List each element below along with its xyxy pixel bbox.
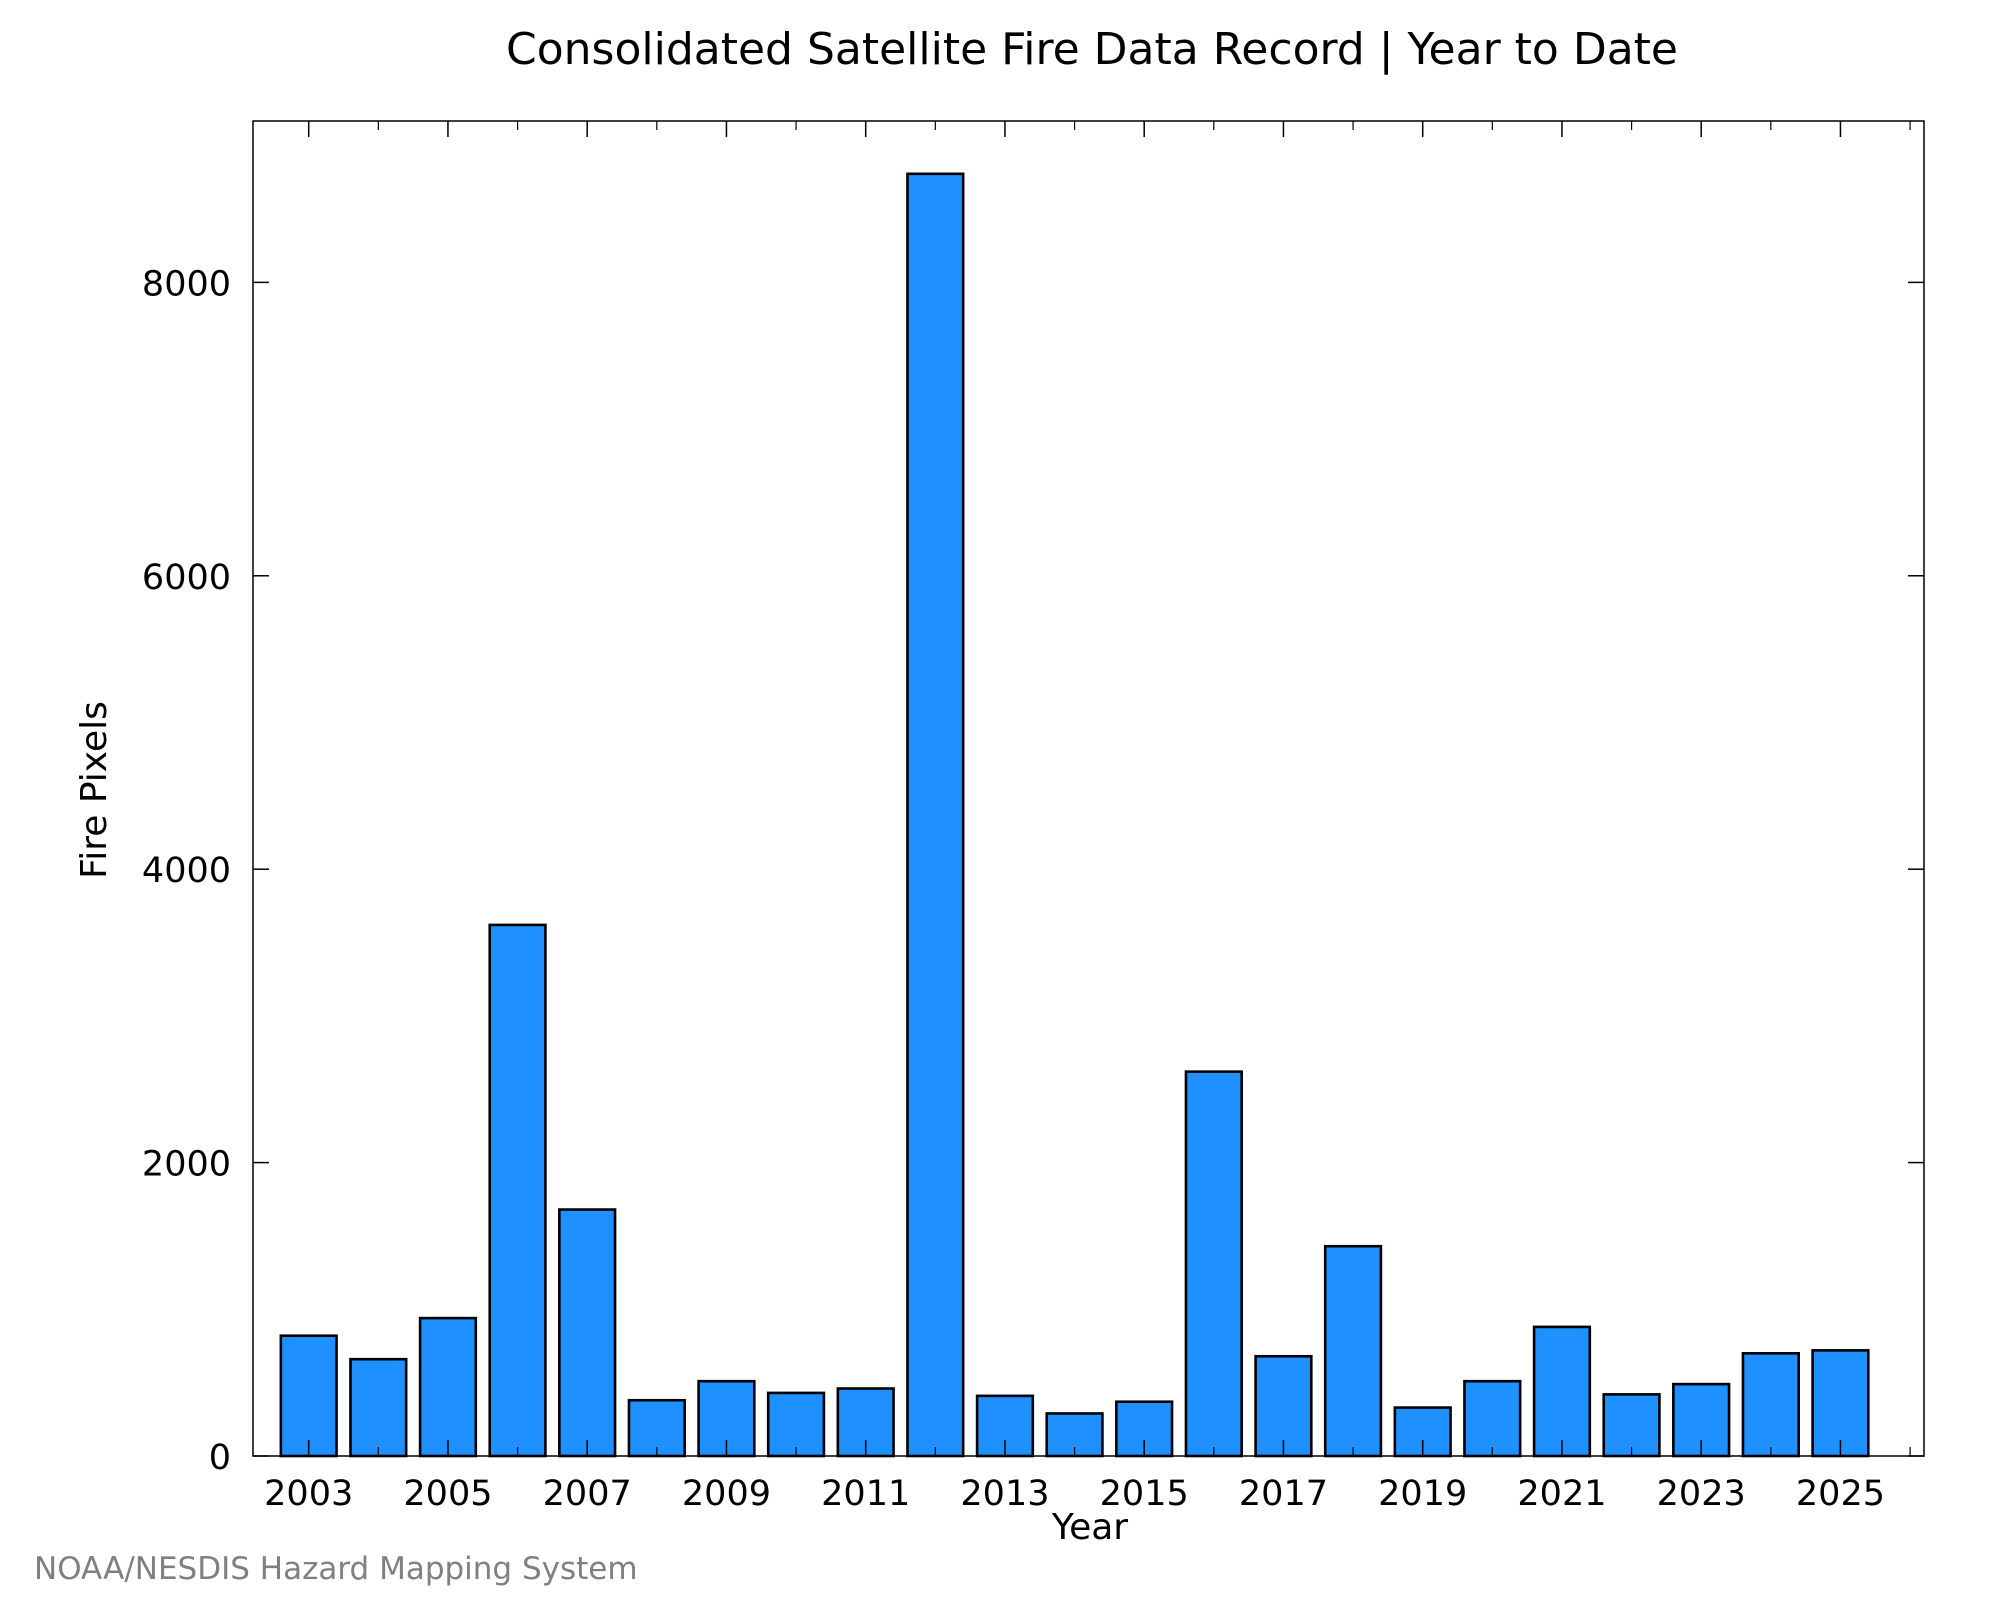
bar-2020 (1463, 1379, 1522, 1458)
bar-2005 (418, 1316, 478, 1458)
bar-2007 (558, 1208, 617, 1458)
x-axis-label: Year (1051, 1507, 1128, 1548)
bar-2024 (1741, 1352, 1800, 1458)
x-tick-label-2005: 2005 (403, 1474, 492, 1514)
x-tick-label-2013: 2013 (960, 1474, 1049, 1514)
bar-2012 (906, 172, 965, 1458)
plot-frame (252, 120, 1925, 1457)
x-tick-label-2003: 2003 (264, 1474, 353, 1514)
x-tick-label-2025: 2025 (1796, 1474, 1885, 1514)
bar-2025 (1811, 1349, 1870, 1458)
tick-labels-group: 2003 2005 2007 2009 2011 2013 2015 2017 2019 2021… (142, 264, 1885, 1514)
credit-text: NOAA/NESDIS Hazard Mapping System (34, 1551, 638, 1587)
y-tick-label-0: 0 (209, 1438, 231, 1478)
x-tick-label-2011: 2011 (821, 1474, 910, 1514)
bar-2006 (488, 923, 547, 1458)
x-tick-label-2021: 2021 (1517, 1474, 1606, 1514)
bar-2004 (349, 1357, 408, 1458)
x-tick-label-2015: 2015 (1100, 1474, 1189, 1514)
x-tick-label-2023: 2023 (1657, 1474, 1746, 1514)
y-tick-label-8000: 8000 (142, 264, 231, 304)
y-axis-label: Fire Pixels (74, 701, 115, 879)
bar-2018 (1323, 1244, 1383, 1458)
x-tick-label-2007: 2007 (543, 1474, 632, 1514)
bar-2021 (1532, 1325, 1592, 1458)
y-tick-label-6000: 6000 (142, 558, 231, 598)
y-tick-label-2000: 2000 (142, 1145, 231, 1185)
bar-2010 (766, 1391, 826, 1458)
bar-2016 (1184, 1070, 1243, 1458)
x-tick-label-2017: 2017 (1239, 1474, 1328, 1514)
x-tick-label-2019: 2019 (1378, 1474, 1467, 1514)
chart-title: Consolidated Satellite Fire Data Record … (506, 24, 1678, 75)
x-tick-label-2009: 2009 (682, 1474, 771, 1514)
y-tick-label-4000: 4000 (142, 851, 231, 891)
bar-2003 (279, 1334, 338, 1458)
bars-group (279, 172, 1870, 1458)
bar-2022 (1602, 1393, 1661, 1458)
